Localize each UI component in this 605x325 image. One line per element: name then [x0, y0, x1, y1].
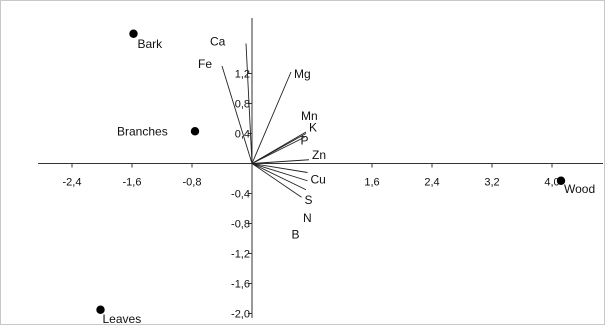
x-tick-label: -0,8	[183, 177, 202, 189]
variable-label-b: B	[292, 227, 300, 241]
y-tick-label: -0,4	[231, 189, 250, 201]
loading-vector-zn	[252, 160, 309, 164]
sample-label-wood: Wood	[564, 182, 595, 196]
variable-label-fe: Fe	[198, 57, 212, 71]
x-tick-label: -1,6	[123, 177, 142, 189]
y-tick-label: -0,8	[231, 219, 250, 231]
variable-label-k: K	[309, 121, 317, 135]
sample-label-leaves: Leaves	[103, 312, 142, 325]
variable-label-n: N	[303, 211, 312, 225]
sample-point-branches	[191, 127, 199, 135]
y-tick-label: 0,8	[235, 99, 250, 111]
variable-label-s: S	[305, 193, 313, 207]
loading-vector-p	[252, 137, 305, 163]
x-tick-label: -2,4	[63, 177, 82, 189]
loading-vector-s	[252, 164, 308, 181]
x-tick-label: 2,4	[424, 177, 439, 189]
x-tick-label: 3,2	[484, 177, 499, 189]
sample-label-branches: Branches	[117, 124, 168, 138]
variable-label-ca: Ca	[210, 35, 226, 49]
y-tick-label: -1,2	[231, 249, 250, 261]
loading-vector-mg	[252, 72, 291, 164]
y-tick-label: 0,4	[235, 129, 250, 141]
variable-label-zn: Zn	[312, 148, 326, 162]
loading-vector-b	[252, 164, 302, 198]
variable-label-p: P	[301, 133, 309, 147]
y-tick-label: -2,0	[231, 309, 250, 321]
sample-label-bark: Bark	[138, 37, 164, 51]
variable-label-cu: Cu	[311, 173, 326, 187]
variable-label-mg: Mg	[294, 67, 311, 81]
x-tick-label: 1,6	[364, 177, 379, 189]
y-tick-label: -1,6	[231, 279, 250, 291]
sample-point-bark	[129, 30, 137, 38]
